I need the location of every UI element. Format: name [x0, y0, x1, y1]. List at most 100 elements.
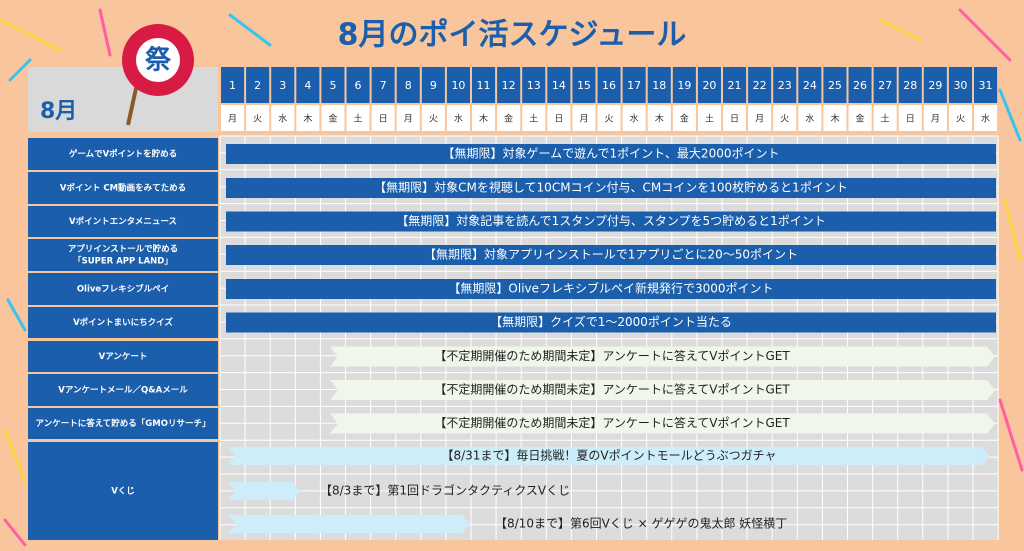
- bar-text: 【無期限】対象アプリインストールで1アプリごとに20～50ポイント: [424, 247, 798, 262]
- day: 3: [279, 79, 286, 92]
- weekday-cell: [672, 105, 696, 131]
- weekday-cell: [948, 105, 972, 131]
- day-cell: [948, 67, 972, 103]
- day-cell: [547, 67, 571, 103]
- day-cell: [974, 67, 998, 103]
- weekday-cell: [798, 105, 822, 131]
- weekday-cell: [271, 105, 295, 131]
- bar: [226, 144, 996, 164]
- day-cell: [773, 67, 797, 103]
- weekday-cell: [522, 105, 546, 131]
- day-cell: [697, 67, 721, 103]
- row-label-cell: [28, 374, 218, 406]
- day: 11: [477, 79, 491, 92]
- row-label: Vポイント CM動画をみてためる: [60, 183, 186, 194]
- weekday-cell: [873, 105, 897, 131]
- day-cell: [472, 67, 496, 103]
- weekday-cell: [622, 105, 646, 131]
- bar: [330, 346, 995, 367]
- row-label-cell: [28, 172, 218, 204]
- day: 12: [502, 79, 516, 92]
- weekday: 木: [830, 113, 839, 125]
- day: 23: [778, 79, 792, 92]
- row-label: Vアンケートメール／Q&Aメール: [58, 385, 188, 396]
- row-label: 「SUPER APP LAND」: [73, 256, 173, 267]
- day: 28: [903, 79, 917, 92]
- row-label-cell: [28, 138, 218, 170]
- weekday-cell: [547, 105, 571, 131]
- day: 29: [928, 79, 942, 92]
- weekday: 火: [253, 114, 262, 125]
- weekday: 月: [404, 114, 413, 125]
- weekday-cell: [371, 105, 395, 131]
- weekday: 土: [354, 113, 363, 125]
- day-cell: [873, 67, 897, 103]
- day-cell: [723, 67, 747, 103]
- weekday-cell: [296, 105, 320, 131]
- bar: [228, 482, 300, 500]
- day: 27: [878, 79, 892, 92]
- weekday: 火: [429, 114, 438, 125]
- fan-text: 祭: [144, 46, 172, 76]
- day: 19: [677, 79, 691, 92]
- title: 8月のポイ活スケジュール: [338, 18, 687, 53]
- bar-text: 【8/10まで】第6回Vくじ × ゲゲゲの鬼太郎 妖怪横丁: [495, 516, 787, 531]
- day-cell: [597, 67, 621, 103]
- bar-text: 【不定期開催のため期間未定】アンケートに答えてVポイントGET: [434, 348, 790, 363]
- day: 15: [577, 79, 591, 92]
- bar-text: 【無期限】対象ゲームで遊んで1ポイント、最大2000ポイント: [443, 146, 780, 161]
- weekday-cell: [723, 105, 747, 131]
- bar: [226, 279, 996, 299]
- row-label: Oliveフレキシブルペイ: [77, 284, 169, 295]
- weekday-cell: [472, 105, 496, 131]
- weekday-cell: [246, 105, 270, 131]
- day: 5: [329, 79, 336, 92]
- day: 9: [430, 79, 437, 92]
- weekday-cell: [823, 105, 847, 131]
- day: 4: [304, 79, 311, 92]
- bar-text: 【無期限】対象CMを視聴して10CMコイン付与、CMコインを100枚貯めると1ポ…: [374, 180, 848, 195]
- bar: [226, 245, 996, 265]
- weekday: 土: [881, 113, 890, 125]
- day: 20: [702, 79, 716, 92]
- weekday: 火: [605, 114, 614, 125]
- day: 24: [803, 79, 817, 92]
- day-cell: [246, 67, 270, 103]
- fireworks: [0, 8, 1024, 547]
- weekday-cell: [647, 105, 671, 131]
- weekday-cell: [773, 105, 797, 131]
- weekday-cell: [421, 105, 445, 131]
- bar: [330, 380, 995, 400]
- weekday: 金: [680, 113, 689, 125]
- day: 13: [527, 79, 541, 92]
- weekday-cell: [221, 105, 245, 131]
- weekday: 木: [479, 113, 488, 125]
- row-label: Vアンケート: [99, 352, 148, 362]
- weekday: 土: [529, 113, 538, 125]
- weekday: 月: [579, 114, 588, 125]
- day: 31: [979, 79, 993, 92]
- weekday: 日: [906, 114, 915, 125]
- weekday: 水: [981, 113, 990, 125]
- weekday-cell: [446, 105, 470, 131]
- weekday: 月: [755, 114, 764, 125]
- day: 18: [652, 79, 666, 92]
- weekday-cell: [346, 105, 370, 131]
- bar-text: 【無期限】クイズで1～2000ポイント当たる: [490, 314, 732, 329]
- weekday-cell: [848, 105, 872, 131]
- bar-text: 【無期限】対象記事を読んで1スタンプ付与、スタンプを5つ貯めると1ポイント: [396, 213, 826, 228]
- weekday: 水: [630, 113, 639, 125]
- weekday-cell: [321, 105, 345, 131]
- row-label-cell: [28, 442, 218, 540]
- day-cell: [848, 67, 872, 103]
- row-label: Vポイントエンタメニュース: [69, 216, 177, 227]
- weekday: 水: [805, 113, 814, 125]
- day: 1: [229, 79, 236, 92]
- row-label: アンケートに答えて貯める「GMOリサーチ」: [36, 418, 211, 429]
- row-label-cell: [28, 206, 218, 237]
- month: 8月: [40, 99, 77, 124]
- day: 21: [728, 79, 742, 92]
- weekday: 月: [931, 114, 940, 125]
- weekday-cell: [572, 105, 596, 131]
